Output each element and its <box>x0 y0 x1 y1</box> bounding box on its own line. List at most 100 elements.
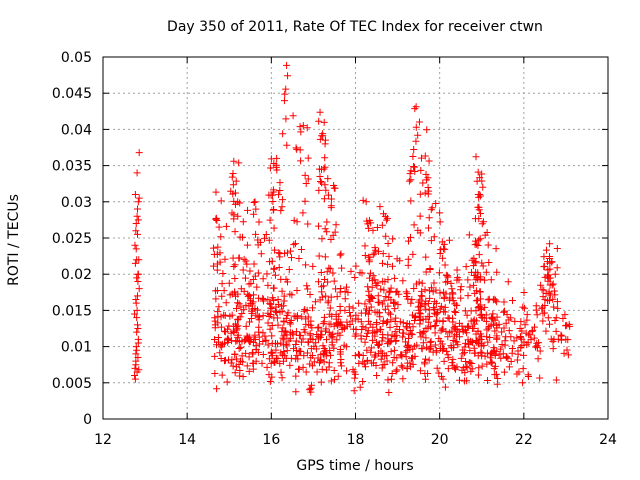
data-point <box>290 345 298 353</box>
data-point <box>432 321 440 329</box>
data-point <box>351 374 359 382</box>
data-point <box>348 317 356 325</box>
data-point <box>247 279 255 287</box>
data-point <box>407 299 415 307</box>
data-point <box>222 222 230 230</box>
data-point <box>385 388 393 396</box>
data-point <box>330 367 338 375</box>
data-point <box>234 333 242 341</box>
data-point <box>301 197 309 205</box>
data-point <box>361 363 369 371</box>
data-point <box>132 296 140 304</box>
data-point <box>520 304 528 312</box>
data-point <box>283 249 291 257</box>
data-point <box>308 381 316 389</box>
data-point <box>382 319 390 327</box>
data-point <box>259 351 267 359</box>
data-point <box>237 343 245 351</box>
data-point <box>292 337 300 345</box>
data-point <box>132 361 140 369</box>
data-point <box>371 276 379 284</box>
data-point <box>384 240 392 248</box>
data-point <box>234 212 242 220</box>
data-point <box>514 347 522 355</box>
data-point <box>493 324 501 332</box>
data-point <box>213 287 221 295</box>
data-point <box>332 221 340 229</box>
data-point <box>430 233 438 241</box>
data-point <box>266 216 274 224</box>
data-point <box>275 191 283 199</box>
data-point <box>346 312 354 320</box>
data-point <box>248 309 256 317</box>
data-point <box>316 135 324 143</box>
data-point <box>478 170 486 178</box>
data-point <box>390 333 398 341</box>
data-point <box>250 210 258 218</box>
data-point <box>267 155 275 163</box>
data-point <box>273 314 281 322</box>
data-point <box>250 335 258 343</box>
data-point <box>484 241 492 249</box>
data-point <box>405 237 412 245</box>
data-point <box>412 137 420 145</box>
data-point <box>343 367 351 375</box>
data-point <box>432 299 440 307</box>
data-point <box>374 341 382 349</box>
data-point <box>394 301 402 309</box>
data-point <box>131 372 139 380</box>
data-point <box>428 204 436 212</box>
data-point <box>417 166 425 174</box>
data-point <box>299 209 307 217</box>
data-point <box>309 262 317 270</box>
data-point <box>477 295 485 303</box>
data-point <box>399 375 407 383</box>
data-point <box>330 181 338 189</box>
data-point <box>435 369 443 377</box>
data-point <box>462 363 470 371</box>
data-point <box>395 290 403 298</box>
data-point <box>551 270 559 278</box>
data-point <box>324 297 332 305</box>
data-point <box>277 339 285 347</box>
data-point <box>451 308 459 316</box>
data-point <box>337 359 345 367</box>
data-point <box>412 280 420 288</box>
data-point <box>372 351 380 359</box>
data-point <box>374 292 382 300</box>
data-point <box>566 322 574 330</box>
data-point <box>236 233 244 241</box>
data-point <box>540 262 548 270</box>
data-point <box>266 164 274 172</box>
data-point <box>459 325 467 333</box>
data-point <box>375 247 383 255</box>
data-point <box>369 294 377 302</box>
data-point <box>296 146 304 154</box>
data-point <box>319 132 327 140</box>
data-point <box>477 335 485 343</box>
data-point <box>378 259 386 267</box>
data-point <box>232 177 240 185</box>
data-point <box>366 320 374 328</box>
data-point <box>425 318 433 326</box>
data-point <box>215 303 223 311</box>
data-point <box>355 359 363 367</box>
data-point <box>131 375 139 383</box>
data-point <box>486 333 494 341</box>
data-point <box>326 304 334 312</box>
data-point <box>278 287 286 295</box>
data-point <box>542 246 550 254</box>
data-point <box>280 347 288 355</box>
chart-title: Day 350 of 2011, Rate Of TEC Index for r… <box>167 19 543 35</box>
data-point <box>546 240 554 248</box>
data-point <box>301 328 309 336</box>
data-point <box>363 329 371 337</box>
data-point <box>361 338 369 346</box>
data-point <box>243 332 251 340</box>
y-tick-label: 0.045 <box>52 86 92 102</box>
data-point <box>216 349 224 357</box>
data-point <box>421 355 429 363</box>
data-point <box>461 343 469 351</box>
data-point <box>253 306 261 314</box>
data-point <box>482 268 490 276</box>
